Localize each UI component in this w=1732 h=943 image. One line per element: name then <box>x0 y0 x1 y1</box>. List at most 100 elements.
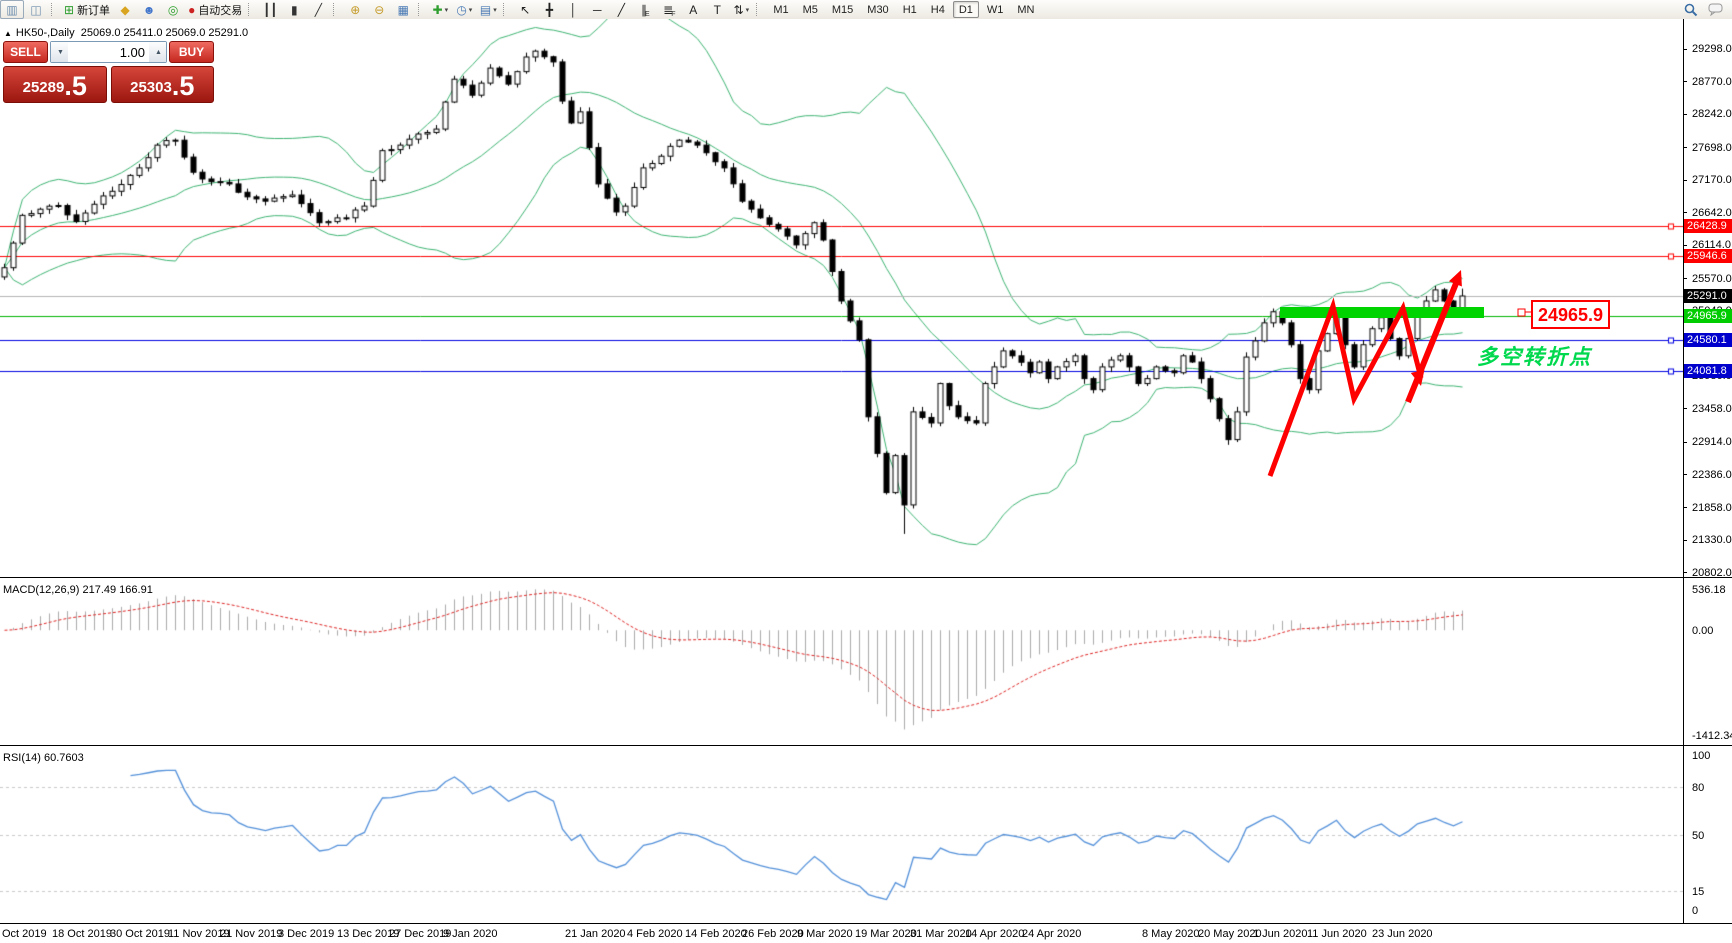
tile-windows-button[interactable]: ▦ <box>391 0 415 19</box>
sell-price-pip: .5 <box>64 71 87 101</box>
toolbar-separator <box>503 3 509 16</box>
cursor-button[interactable]: ↖ <box>513 0 537 19</box>
new-order-button[interactable]: ⊞ 新订单 <box>61 0 113 19</box>
equidistant-channel-button[interactable]: ∥ E <box>633 0 657 19</box>
text-label-button[interactable]: T <box>705 0 729 19</box>
indicators-icon: ✚ <box>432 2 443 17</box>
text-label-icon: T <box>713 2 721 17</box>
timeframe-m15[interactable]: M15 <box>831 3 854 16</box>
chat-icon[interactable] <box>1708 3 1724 16</box>
macd-canvas[interactable] <box>0 581 1683 745</box>
zoom-out-button[interactable]: ⊖ <box>367 0 391 19</box>
vertical-line-icon: │ <box>569 2 578 17</box>
cursor-icon: ↖ <box>520 2 531 17</box>
price-chart-canvas[interactable] <box>0 19 1683 577</box>
bar-chart-mode-icon: ┃┃ <box>263 2 278 17</box>
fibonacci-button[interactable]: ≣ F <box>657 0 681 19</box>
community-button[interactable]: ☻ <box>137 0 161 19</box>
line-anchor-handle[interactable] <box>1517 308 1526 317</box>
equidistant-channel-icon: ∥ <box>640 2 647 17</box>
toolbar-separator <box>333 3 339 16</box>
main-chart-pane: 24965.9 多空转折点 ▲ HK50-,Daily 25069.0 25411.… <box>0 19 1732 577</box>
zoom-out-icon: ⊖ <box>374 2 385 17</box>
breakout-arrow[interactable] <box>1405 274 1462 404</box>
chevron-down-icon: ▾ <box>444 6 449 14</box>
fibonacci-icon: ≣ <box>663 2 674 17</box>
signal-button[interactable]: ◎ <box>161 0 185 19</box>
sell-price-display[interactable]: 25289.5 <box>3 66 107 103</box>
timeframe-d1[interactable]: D1 <box>952 1 979 18</box>
cn-annotation-text[interactable]: 多空转折点 <box>1477 345 1593 369</box>
zigzag-annotation[interactable] <box>1267 297 1424 477</box>
community-icon: ☻ <box>142 2 156 17</box>
buy-price-main: 25303 <box>130 79 172 96</box>
indicators-button[interactable]: ✚ ▾ <box>428 0 452 19</box>
equidistant-channel-icon-sub: E <box>644 11 650 18</box>
fibonacci-icon-sub: F <box>671 11 676 18</box>
date-axis[interactable] <box>0 923 1732 943</box>
arrows-icon: ⇅ <box>733 2 744 17</box>
timeframe-mn[interactable]: MN <box>1017 3 1035 16</box>
horizontal-line-icon: ─ <box>593 2 602 17</box>
toolbar: ▥ ◫ ⊞ 新订单 ◆ ☻ ◎ ● 自动交易 ┃┃ ▮ ╱ ⊕ ⊖ ▦ ✚ ▾ ◷ ▾ ▤ ▾ ↖ ╋ │ ─ ╱ ∥ E ≣ F A T ⇅ ▾… <box>0 0 1732 20</box>
chart-info-line: ▲ HK50-,Daily 25069.0 25411.0 25069.0 252… <box>4 27 248 39</box>
history-center-button[interactable]: ◆ <box>113 0 137 19</box>
horizontal-line-button[interactable]: ─ <box>585 0 609 19</box>
arrows-button[interactable]: ⇅ ▾ <box>729 0 753 19</box>
price-axis-border <box>1683 19 1684 923</box>
timeframe-m5[interactable]: M5 <box>802 3 818 16</box>
trendline-icon: ╱ <box>617 2 625 17</box>
toolbar-separator <box>756 3 762 16</box>
buy-button[interactable]: BUY <box>169 41 214 63</box>
timeframe-m1[interactable]: M1 <box>773 3 789 16</box>
volume-input[interactable] <box>68 42 149 62</box>
zoom-in-icon: ⊕ <box>350 2 361 17</box>
new-order-button: ⊞ <box>64 2 75 17</box>
chart-ohlc: 25069.0 25411.0 25069.0 25291.0 <box>80 27 249 39</box>
crosshair-button[interactable]: ╋ <box>537 0 561 19</box>
buy-price-pip: .5 <box>171 71 195 101</box>
sell-button[interactable]: SELL <box>3 41 48 63</box>
chevron-down-icon: ▾ <box>468 6 473 14</box>
toolbar-separator <box>418 3 424 16</box>
auto-trading-button-label: 自动交易 <box>198 4 243 17</box>
buy-price-display[interactable]: 25303.5 <box>110 66 214 103</box>
profile-chart-button[interactable]: ◫ <box>24 0 48 19</box>
candlestick-mode-button[interactable]: ▮ <box>282 0 306 19</box>
timeframe-h4[interactable]: H4 <box>930 3 945 16</box>
search-icon[interactable] <box>1684 3 1698 17</box>
chart-symbol-period: HK50-,Daily <box>15 27 75 39</box>
volume-down-button[interactable]: ▼ <box>51 42 68 62</box>
timeframe-h1[interactable]: H1 <box>902 3 917 16</box>
zoom-in-button[interactable]: ⊕ <box>343 0 367 19</box>
new-order-button-label: 新订单 <box>77 4 111 17</box>
chart-window-button[interactable]: ▥ <box>0 0 24 19</box>
history-center-icon: ◆ <box>120 2 130 17</box>
bar-chart-mode-button[interactable]: ┃┃ <box>258 0 282 19</box>
line-chart-mode-button[interactable]: ╱ <box>306 0 330 19</box>
macd-label: MACD(12,26,9) 217.49 166.91 <box>3 584 153 596</box>
window-marker-icon: ▲ <box>4 29 12 38</box>
sell-price-main: 25289 <box>22 79 65 96</box>
line-chart-mode-icon: ╱ <box>314 2 322 17</box>
chevron-down-icon: ▾ <box>493 6 497 14</box>
toolbar-separator <box>248 3 254 16</box>
periods-icon: ◷ <box>456 2 467 17</box>
templates-button[interactable]: ▤ ▾ <box>476 0 500 19</box>
price-label-box[interactable] <box>1531 300 1610 329</box>
volume-spinner: ▼ ▲ <box>50 41 167 63</box>
chart-annotations: 24965.9 多空转折点 <box>1267 270 1610 477</box>
volume-up-button[interactable]: ▲ <box>149 42 166 62</box>
auto-trading-button[interactable]: ● 自动交易 <box>185 0 245 19</box>
trendline-button[interactable]: ╱ <box>609 0 633 19</box>
text-button[interactable]: A <box>681 0 705 19</box>
timeframe-w1[interactable]: W1 <box>986 3 1004 16</box>
resistance-zone[interactable] <box>1280 307 1484 318</box>
crosshair-icon: ╋ <box>545 2 553 17</box>
vertical-line-button[interactable]: │ <box>561 0 585 19</box>
periods-button[interactable]: ◷ ▾ <box>452 0 476 19</box>
timeframe-m30[interactable]: M30 <box>867 3 889 16</box>
toolbar-separator <box>51 3 57 16</box>
rsi-canvas[interactable] <box>0 749 1683 921</box>
